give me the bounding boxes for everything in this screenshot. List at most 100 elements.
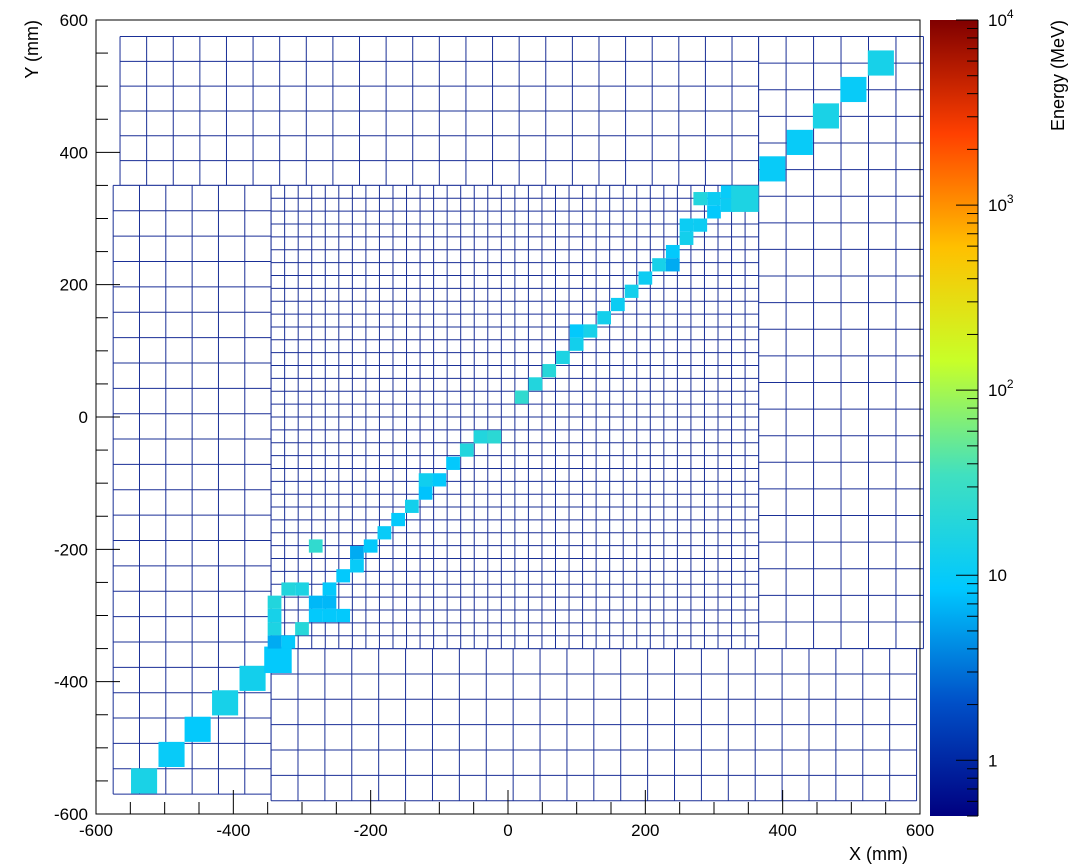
color-scale-fill	[930, 20, 978, 816]
y-tick-label: 0	[79, 408, 88, 427]
energy-cell	[322, 582, 337, 596]
energy-cell	[350, 546, 364, 560]
energy-cell	[665, 258, 680, 272]
energy-cell	[363, 539, 378, 553]
energy-cell	[281, 635, 296, 649]
grid-region-outer-right	[758, 36, 924, 650]
energy-cell	[336, 608, 351, 623]
x-axis-ticks: -600 -400 -200 0 200 400 600	[79, 790, 934, 840]
energy-cell	[418, 473, 433, 487]
energy-cell	[679, 231, 694, 245]
energy-cell	[295, 622, 309, 636]
energy-cell	[432, 473, 447, 487]
energy-cell	[391, 512, 405, 527]
energy-cell	[624, 284, 639, 298]
energy-cell	[158, 741, 185, 768]
energy-cell	[840, 76, 867, 103]
energy-cell	[652, 258, 666, 272]
energy-cell	[295, 582, 309, 596]
color-scale-tick-label: 1	[988, 751, 997, 770]
grid-region-outer-bottom	[270, 648, 918, 802]
grid-region-outer-left	[112, 184, 272, 795]
energy-cell	[322, 608, 337, 623]
energy-cell	[131, 768, 158, 794]
energy-cell	[239, 665, 266, 691]
energy-cell	[267, 622, 282, 636]
y-tick-label: 600	[60, 11, 88, 30]
energy-cell	[212, 690, 239, 716]
energy-cell	[322, 595, 337, 609]
energy-cell	[405, 499, 419, 513]
energy-cell	[867, 50, 894, 76]
color-scale-tick-base: 10	[988, 381, 1007, 400]
energy-cell	[308, 608, 323, 623]
color-scale-tick-base: 10	[988, 566, 1007, 585]
energy-cell	[597, 311, 611, 325]
energy-cell	[267, 595, 282, 609]
energy-cell	[281, 582, 296, 596]
energy-cell	[731, 185, 759, 212]
energy-cell	[459, 443, 474, 457]
energy-cell	[759, 156, 786, 182]
color-scale-tick-label: 103	[988, 192, 1014, 215]
color-scale-tick-label: 102	[988, 377, 1014, 400]
x-tick-label: -400	[216, 821, 250, 840]
x-tick-label: -200	[354, 821, 388, 840]
energy-cell	[487, 430, 502, 444]
energy-cell	[542, 364, 557, 378]
x-tick-label: 0	[503, 821, 512, 840]
color-scale-tick-base: 1	[988, 751, 997, 770]
energy-cell	[350, 559, 364, 573]
energy-cell	[720, 198, 735, 212]
energy-cell	[446, 456, 460, 470]
energy-hits	[131, 50, 894, 794]
color-scale-tick-base: 10	[988, 11, 1007, 30]
energy-cell	[473, 430, 488, 444]
color-scale-tick-base: 10	[988, 196, 1007, 215]
energy-cell	[514, 390, 529, 404]
energy-cell	[583, 324, 598, 338]
energy-cell	[267, 608, 282, 623]
x-tick-label: 600	[906, 821, 934, 840]
energy-cell	[693, 218, 708, 232]
energy-cell	[707, 205, 721, 219]
grid-lines	[270, 184, 760, 650]
energy-cell	[665, 244, 680, 259]
energy-cell	[377, 526, 392, 540]
energy-cell	[308, 539, 323, 553]
color-scale-tick-exponent: 4	[1007, 7, 1014, 21]
y-tick-label: 400	[60, 143, 88, 162]
energy-cell	[611, 297, 625, 312]
y-tick-label: -200	[54, 540, 88, 559]
energy-cell	[638, 271, 653, 285]
energy-cell	[693, 192, 708, 206]
color-scale-tick-label: 10	[988, 566, 1007, 585]
color-scale-tick-label: 104	[988, 7, 1014, 30]
energy-cell	[308, 595, 323, 609]
energy-cell	[812, 103, 839, 129]
x-axis-title: X (mm)	[849, 844, 908, 864]
energy-cell	[707, 192, 721, 206]
y-axis-title: Y (mm)	[22, 20, 42, 79]
grid-lines	[270, 648, 918, 802]
energy-cell	[569, 324, 584, 338]
x-tick-label: 400	[768, 821, 796, 840]
color-scale-tick-exponent: 2	[1007, 377, 1014, 391]
energy-cell	[267, 635, 282, 649]
x-tick-label: 200	[631, 821, 659, 840]
y-tick-label: -400	[54, 673, 88, 692]
energy-cell	[184, 716, 211, 742]
energy-cell	[569, 337, 584, 351]
energy-cell	[556, 350, 570, 365]
energy-cell	[786, 129, 813, 155]
energy-cell	[679, 218, 694, 232]
y-axis-ticks: -600 -400 -200 0 200 400 600	[54, 11, 120, 824]
energy-cell	[528, 377, 543, 391]
x-tick-label: -600	[79, 821, 113, 840]
energy-cell	[720, 185, 735, 199]
color-scale-title: Energy (MeV)	[1048, 20, 1068, 131]
energy-cell	[264, 646, 292, 674]
color-scale-tick-exponent: 3	[1007, 192, 1014, 206]
